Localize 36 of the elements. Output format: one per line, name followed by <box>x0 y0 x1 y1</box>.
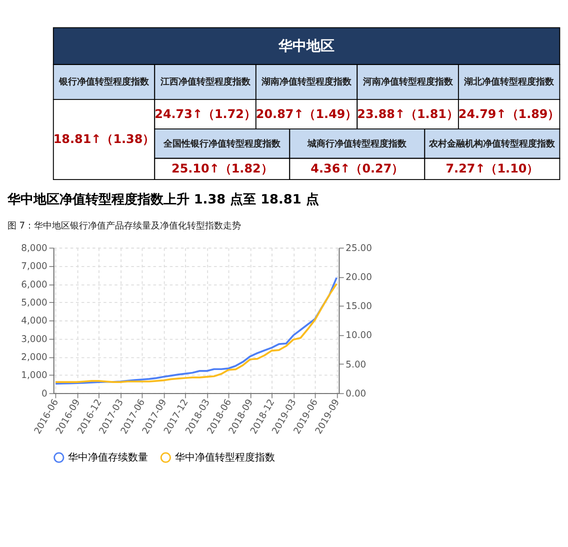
text: 江西净值转型程度指数 <box>159 76 252 88</box>
text: 7.27↑（1.10） <box>446 162 539 176</box>
text: 24.73↑（1.72） <box>154 106 256 121</box>
text: 银行净值转型程度指数 <box>58 76 150 88</box>
y2-tick-label: 0.00 <box>346 388 366 400</box>
chart-title: 华中地区净值转型程度指数上升 1.38 点至 18.81 点 <box>6 191 319 208</box>
y-tick-label: 4,000 <box>21 316 48 327</box>
text: 24.79↑（1.89） <box>458 106 560 121</box>
y-tick-label: 5,000 <box>21 297 48 308</box>
text: 农村金融机构净值转型程度指数 <box>428 138 556 150</box>
y-tick-label: 2,000 <box>21 352 48 363</box>
y-tick-label: 8,000 <box>21 242 48 254</box>
y2-tick-label: 15.00 <box>346 301 372 312</box>
text: 湖南净值转型程度指数 <box>260 76 353 88</box>
chart-subtitle: 图 7：华中地区银行净值产品存续量及净值化转型指数走势 <box>7 220 242 232</box>
y2-tick-label: 25.00 <box>346 242 372 254</box>
text: 20.87↑（1.49） <box>256 106 358 121</box>
text: 23.88↑（1.81） <box>357 106 458 121</box>
text: 4.36↑（0.27） <box>310 162 404 176</box>
legend-label: 华中净值存续数量 <box>68 451 148 464</box>
text: 25.10↑（1.82） <box>172 162 273 176</box>
y-tick-label: 3,000 <box>21 334 48 345</box>
y2-tick-label: 10.00 <box>346 330 372 342</box>
text: 河南净值转型程度指数 <box>362 76 454 88</box>
y-tick-label: 6,000 <box>21 279 48 290</box>
y-tick-label: 0 <box>42 388 48 400</box>
y-tick-label: 7,000 <box>21 261 48 272</box>
y2-tick-label: 20.00 <box>346 272 372 283</box>
text: 城商行净值转型程度指数 <box>306 138 408 150</box>
text: 18.81↑（1.38） <box>53 132 155 146</box>
y-tick-label: 1,000 <box>21 370 48 382</box>
text: 湖北净值转型程度指数 <box>463 76 556 88</box>
text: 华中地区 <box>278 38 335 55</box>
legend-label: 华中净值转型程度指数 <box>174 451 275 464</box>
y2-tick-label: 5.00 <box>346 359 366 370</box>
text: 全国性银行净值转型程度指数 <box>162 138 282 150</box>
